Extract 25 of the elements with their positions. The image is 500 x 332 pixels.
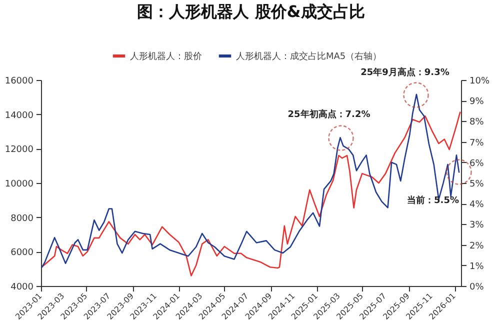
line-series bbox=[41, 111, 461, 276]
y2-tick-label: 0% bbox=[470, 282, 484, 292]
y-tick-label: 8000 bbox=[10, 214, 34, 224]
legend-label: 人形机器人：股价 bbox=[130, 51, 202, 62]
y-tick-label: 12000 bbox=[4, 145, 34, 156]
y2-tick-label: 8% bbox=[470, 118, 484, 128]
annotation: 当前：5.5% bbox=[407, 195, 459, 206]
y-tick-label: 4000 bbox=[10, 282, 34, 292]
y2-tick-label: 10% bbox=[470, 76, 490, 86]
y2-tick-label: 3% bbox=[470, 220, 484, 231]
annotation: 25年初高点：7.2% bbox=[288, 109, 370, 120]
y2-tick-label: 5% bbox=[470, 180, 484, 190]
y-tick-label: 10000 bbox=[4, 180, 34, 190]
y2-tick-label: 1% bbox=[470, 262, 484, 272]
text: 25年9月高点：9.3% bbox=[360, 67, 450, 78]
legend-label: 人形机器人：成交占比MA5（右轴） bbox=[236, 51, 382, 62]
y2-tick-label: 6% bbox=[470, 158, 484, 169]
y2-tick-label: 7% bbox=[470, 138, 484, 148]
y2-tick-label: 4% bbox=[470, 200, 484, 210]
y2-tick-label: 9% bbox=[470, 97, 484, 108]
chart-title: 图：人形机器人 股价&成交占比 bbox=[137, 2, 365, 21]
y-tick-label: 16000 bbox=[4, 76, 34, 86]
y2-tick-label: 2% bbox=[470, 241, 484, 252]
y-tick-label: 6000 bbox=[10, 248, 34, 258]
y-tick-label: 14000 bbox=[4, 110, 34, 121]
